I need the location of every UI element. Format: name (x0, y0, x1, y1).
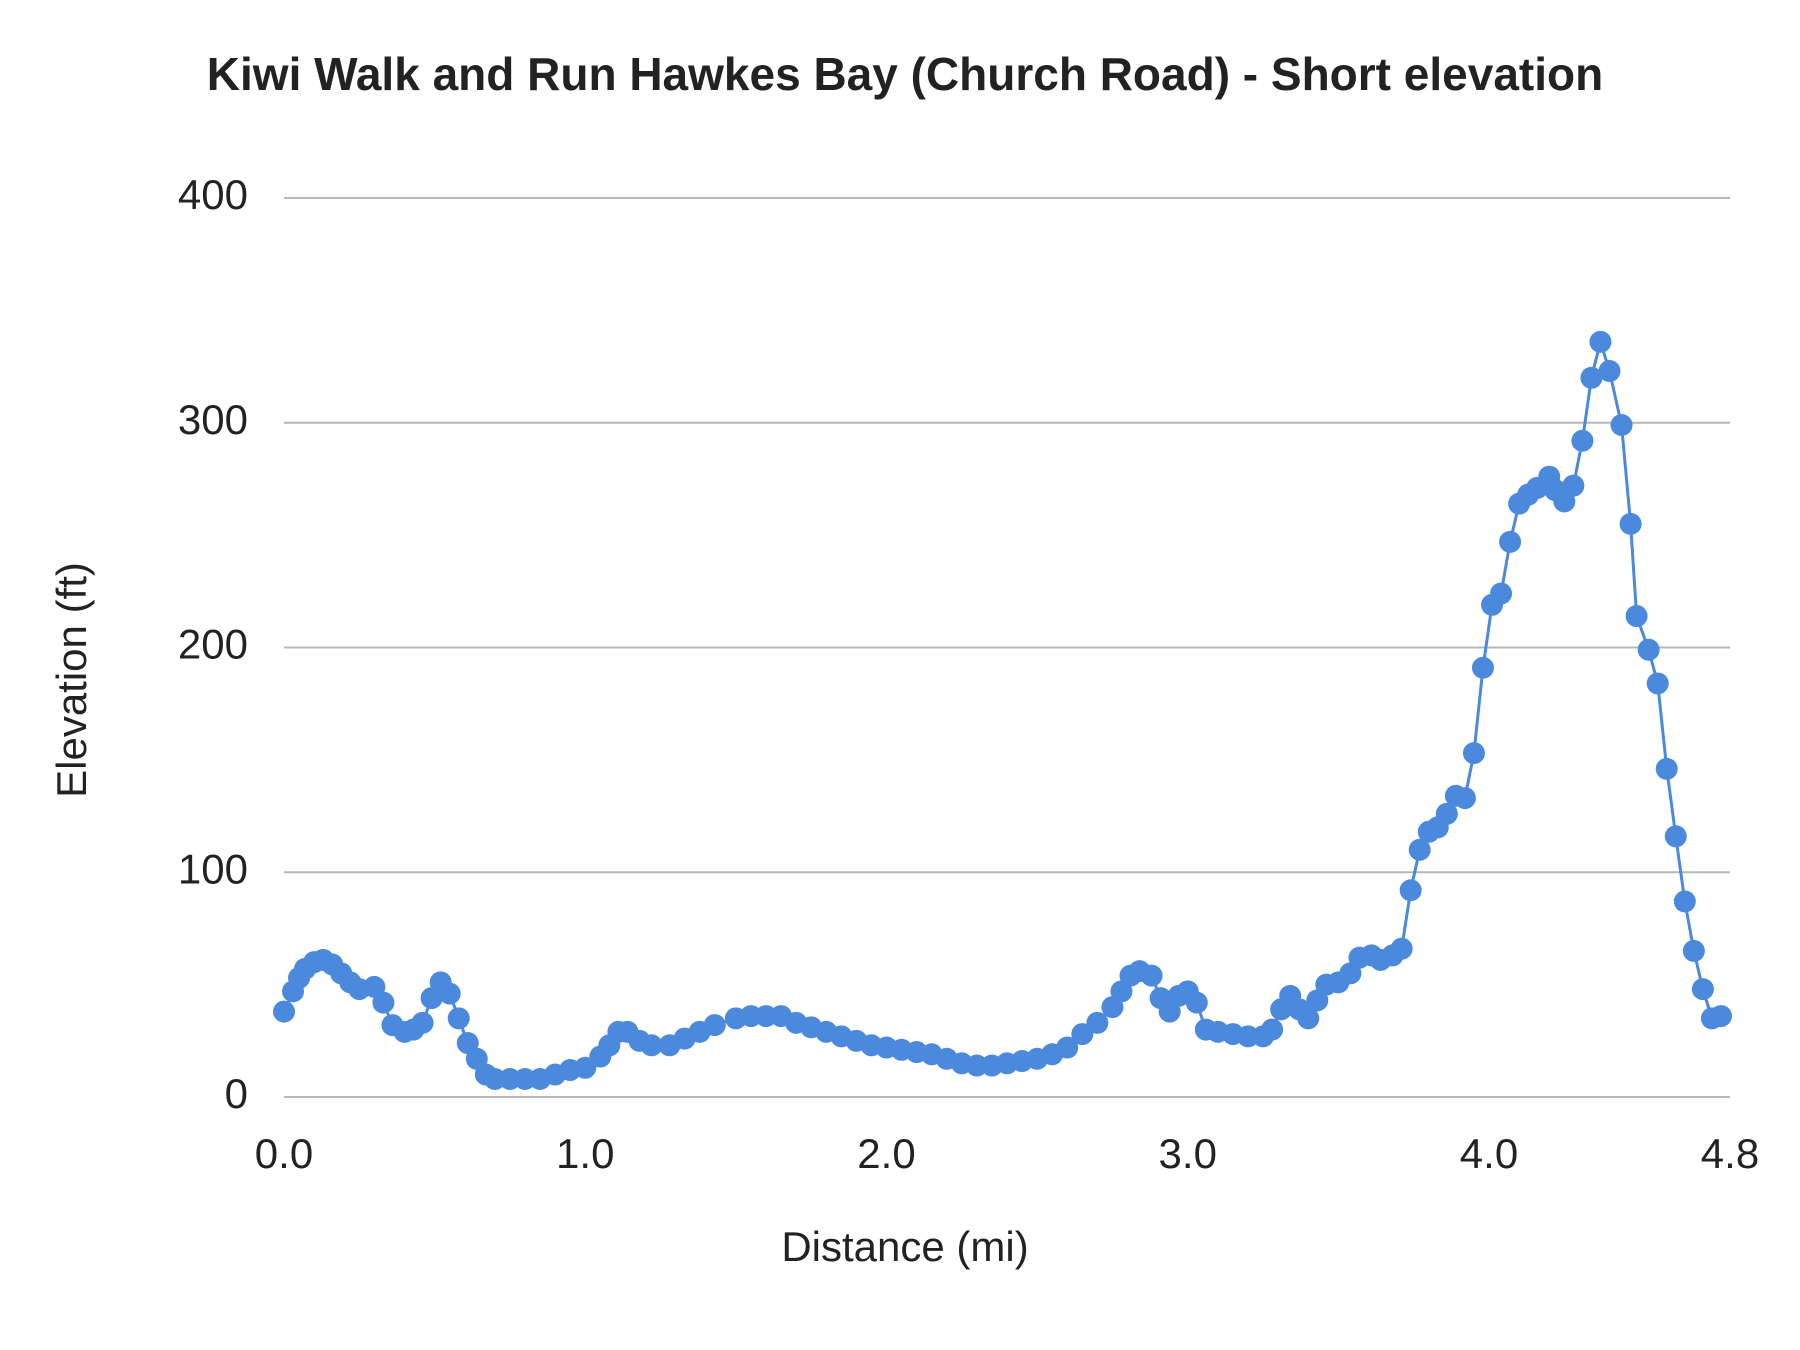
point (1664, 825, 1687, 848)
point (640, 1034, 663, 1057)
point (514, 1068, 536, 1091)
line (282, 336, 1722, 1081)
y-tick-label: 100 (178, 845, 248, 892)
point (1673, 890, 1696, 913)
x-tick-label: 4.8 (1701, 1130, 1759, 1177)
point (965, 1054, 988, 1077)
y-axis-label: Elevation (ft) (48, 562, 95, 798)
point (1237, 1025, 1259, 1048)
y-tick-label: 0 (225, 1070, 248, 1117)
point (1261, 1018, 1284, 1041)
point (703, 1014, 726, 1037)
point (574, 1056, 597, 1079)
point (1499, 530, 1522, 553)
point (1580, 366, 1603, 389)
point (1056, 1036, 1079, 1059)
point (739, 1005, 762, 1028)
x-tick-label: 4.0 (1460, 1130, 1518, 1177)
y-tick-label: 300 (178, 396, 248, 443)
x-axis-label: Distance (mi) (781, 1223, 1028, 1270)
point (447, 1007, 470, 1030)
point (1390, 937, 1413, 960)
point (1691, 978, 1714, 1001)
point (1399, 879, 1422, 902)
point (1471, 656, 1494, 679)
point (1562, 474, 1585, 497)
x-tick-label: 0.0 (255, 1130, 313, 1177)
point (1619, 512, 1642, 535)
point (1571, 429, 1594, 452)
point (1453, 787, 1476, 810)
point (1709, 1005, 1732, 1028)
point (1490, 582, 1513, 605)
point (1589, 330, 1612, 353)
point (1637, 638, 1660, 661)
point (1598, 360, 1621, 383)
point (498, 1068, 521, 1091)
point (1646, 672, 1669, 695)
x-tick-label: 3.0 (1159, 1130, 1217, 1177)
point (438, 982, 461, 1005)
point (1462, 742, 1485, 765)
point (372, 991, 395, 1014)
y-tick-label: 200 (178, 621, 248, 668)
point (1297, 1007, 1320, 1030)
point (1408, 838, 1431, 861)
point (1185, 991, 1208, 1014)
point (1625, 605, 1648, 628)
point (1610, 413, 1633, 436)
point (1086, 1011, 1109, 1034)
point (411, 1011, 434, 1034)
chart-title: Kiwi Walk and Run Hawkes Bay (Church Roa… (207, 48, 1603, 100)
point (273, 1000, 295, 1023)
point (1071, 1023, 1094, 1046)
point (1140, 964, 1163, 987)
point (1682, 939, 1705, 962)
x-tick-label: 1.0 (556, 1130, 614, 1177)
x-tick-label: 2.0 (857, 1130, 915, 1177)
point (755, 1005, 777, 1028)
point (1655, 757, 1678, 780)
point (483, 1068, 506, 1091)
point (1435, 802, 1458, 825)
y-tick-label: 400 (178, 171, 248, 218)
